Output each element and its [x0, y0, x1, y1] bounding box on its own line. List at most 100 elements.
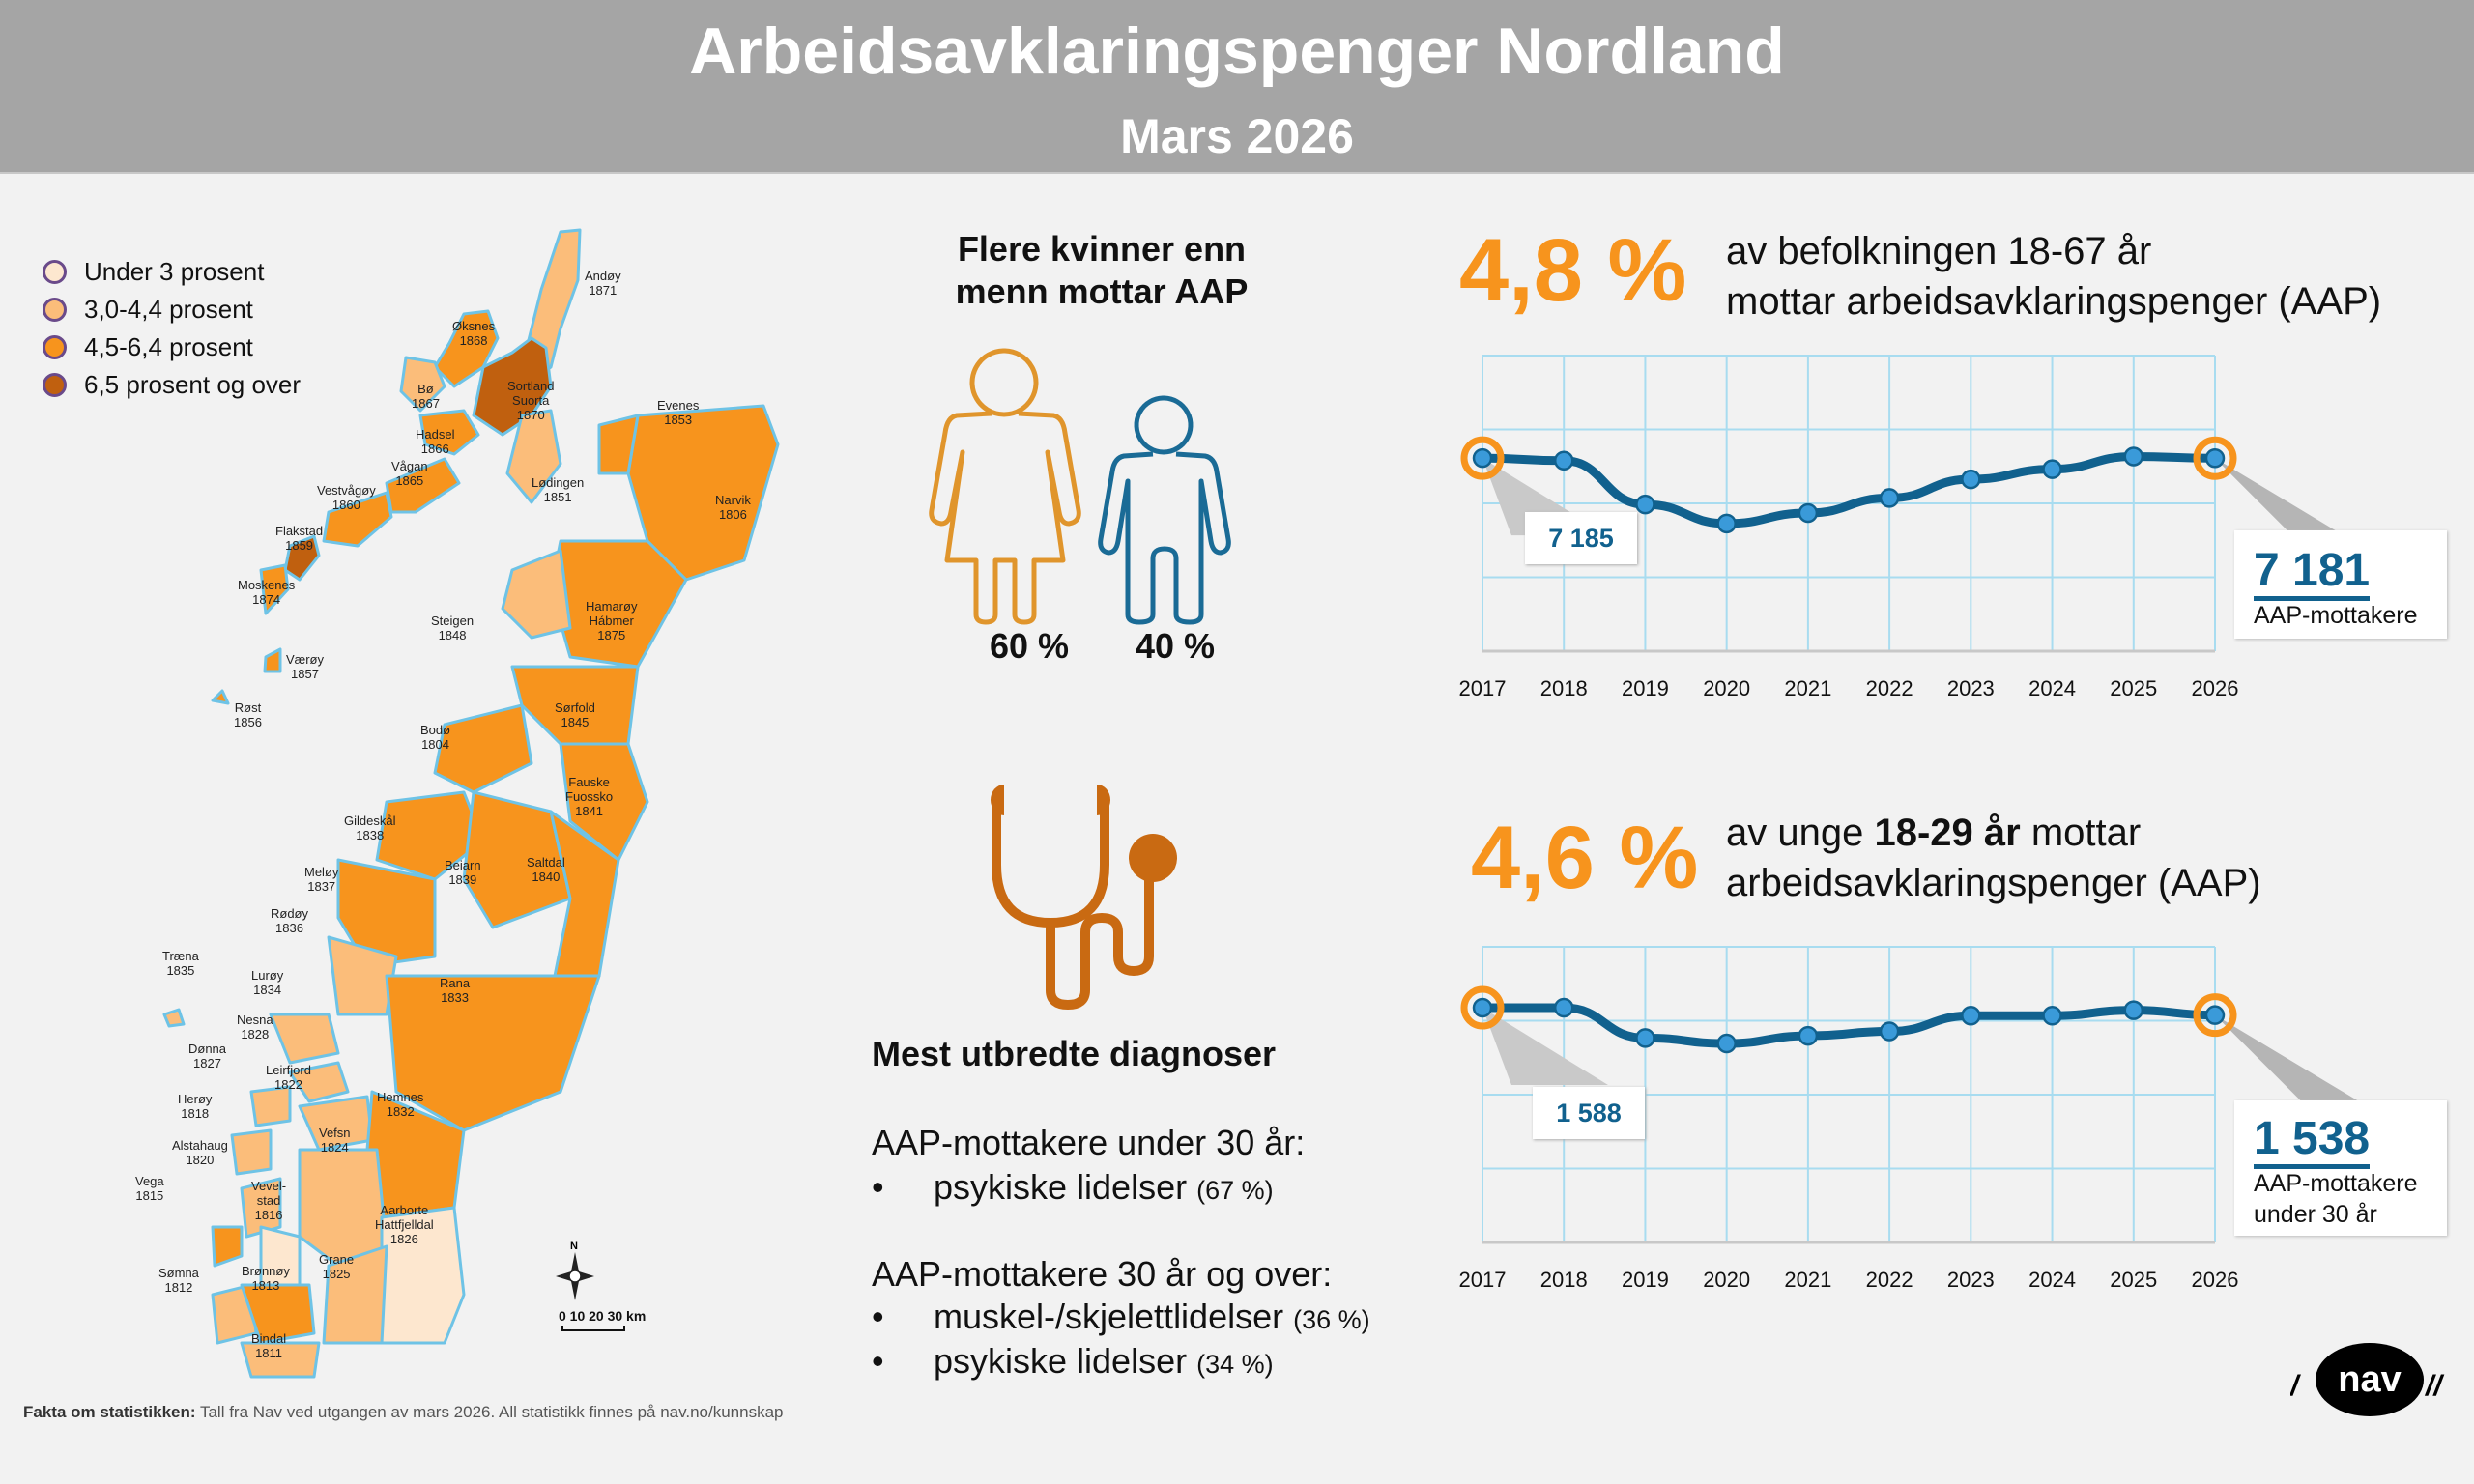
- diagnosis-item: psykiske lidelser (67 %): [934, 1167, 1274, 1207]
- chart1-start-label: 7 185: [1525, 512, 1637, 564]
- map-label: Andøy 1871: [585, 269, 621, 298]
- data-point: [1961, 1006, 1981, 1026]
- map-label: Sortland Suorta 1870: [507, 379, 555, 422]
- chart1-end-desc: AAP-mottakere: [2254, 602, 2418, 629]
- data-point: [1635, 494, 1655, 515]
- region-bo: [399, 356, 446, 413]
- chart2-start-label: 1 588: [1533, 1087, 1645, 1139]
- map-label: Øksnes 1868: [452, 319, 496, 348]
- bullet: •: [872, 1341, 884, 1381]
- region-grane: [322, 1244, 388, 1345]
- map-label: Lurøy 1834: [251, 968, 284, 997]
- data-point: [1798, 502, 1819, 524]
- region-gildeskal: [375, 790, 485, 881]
- legend-label: 6,5 prosent og over: [84, 370, 302, 399]
- legend-label: 3,0-4,4 prosent: [84, 295, 253, 324]
- x-tick-label: 2019: [1622, 1268, 1669, 1292]
- x-tick-label: 2022: [1866, 676, 1913, 700]
- region-evenes: [597, 414, 640, 475]
- x-tick-label: 2020: [1703, 676, 1750, 700]
- highlight-ring: [2193, 993, 2237, 1038]
- legend-label: Under 3 prosent: [84, 257, 265, 286]
- callout-pointer: [1482, 458, 1608, 536]
- map-label: Meløy 1837: [304, 865, 339, 894]
- stat1-text: av befolkningen 18-67 år mottar arbeidsa…: [1726, 230, 2382, 323]
- map-label: Herøy 1818: [178, 1092, 213, 1121]
- map-label: Sørfold 1845: [555, 700, 595, 729]
- nordland-map: Andøy 1871 Øksnes 1868 Bø 1867 Sortland Suo…: [135, 222, 783, 1382]
- chart2-end-desc-1: AAP-mottakere: [2254, 1170, 2418, 1197]
- map-label: Rana 1833: [440, 976, 471, 1005]
- nav-logo-mark: / nav //: [2288, 1343, 2444, 1416]
- chart2-end-value: 1 538: [2254, 1114, 2371, 1169]
- region-fauske: [559, 742, 649, 862]
- data-point: [2204, 447, 2226, 469]
- series-line: [1478, 451, 2220, 528]
- map-label: Vefsn 1824: [319, 1126, 351, 1155]
- x-tick-label: 2024: [2028, 1268, 2076, 1292]
- region-vega: [211, 1225, 244, 1268]
- region-bronnoy: [240, 1283, 316, 1345]
- region-rana: [385, 974, 601, 1132]
- map-label: Fauske Fuossko 1841: [565, 775, 614, 818]
- map-label: Vågan 1865: [391, 459, 428, 488]
- page-title: Arbeidsavklaringspenger Nordland: [689, 14, 1785, 88]
- region-narvik: [626, 404, 780, 582]
- scale-bar: [561, 1326, 625, 1331]
- data-point: [2204, 1005, 2226, 1025]
- map-label: Saltdal 1840: [527, 855, 565, 884]
- chart2-end-desc-2: under 30 år: [2254, 1201, 2377, 1228]
- series-line: [1478, 1003, 2220, 1048]
- map-label: Bø 1867: [412, 382, 440, 411]
- x-tick-label: 2026: [2192, 676, 2239, 700]
- data-point: [1961, 469, 1981, 490]
- region-bodo: [433, 703, 533, 794]
- diagnoses-group1-heading: AAP-mottakere under 30 år:: [872, 1123, 1306, 1162]
- man-icon: [1098, 395, 1231, 625]
- region-moskenes: [259, 563, 290, 615]
- compass-rose: [556, 1252, 594, 1300]
- map-label: Moskenes 1874: [238, 578, 296, 607]
- data-point: [1472, 447, 1493, 469]
- chart1-end-callout: 7 181 AAP-mottakere: [2234, 530, 2447, 639]
- data-point: [1472, 997, 1493, 1018]
- region-steigen: [501, 549, 572, 640]
- legend-item: 3,0-4,4 prosent: [43, 291, 301, 328]
- data-point: [2123, 446, 2144, 467]
- diagnoses-title: Mest utbredte diagnoser: [872, 1034, 1277, 1073]
- map-label: Gildeskål 1838: [344, 813, 396, 842]
- map-label: Bindal 1811: [251, 1331, 287, 1360]
- map-label: Rødøy 1836: [271, 906, 308, 935]
- men-percentage: 40 %: [1136, 626, 1216, 666]
- legend-swatch: [43, 260, 67, 284]
- map-label: Vevel- stad 1816: [251, 1179, 287, 1222]
- region-rost: [211, 689, 230, 705]
- x-tick-label: 2018: [1540, 1268, 1588, 1292]
- map-label: Brønnøy 1813: [242, 1264, 290, 1293]
- chart1-end-value: 7 181: [2254, 546, 2371, 601]
- bullet: •: [872, 1297, 884, 1336]
- highlight-ring: [2193, 436, 2237, 480]
- data-point: [1553, 997, 1574, 1018]
- region-vefsn: [298, 1148, 388, 1268]
- nav-logo: / nav //: [2288, 1341, 2455, 1423]
- diagnoses-group2-heading: AAP-mottakere 30 år og over:: [872, 1254, 1333, 1294]
- x-tick-label: 2021: [1784, 676, 1831, 700]
- region-bindal: [240, 1341, 321, 1379]
- map-label: Lødingen 1851: [532, 475, 585, 504]
- map-label: Alstahaug 1820: [172, 1138, 228, 1167]
- region-andoy: [525, 228, 582, 379]
- chart-aap-total: 2017 2018 2019 2020 2021 2022 2023 2024 2025 2026: [1459, 355, 2360, 700]
- data-point: [2123, 1000, 2144, 1020]
- women-percentage: 60 %: [990, 626, 1070, 666]
- data-point: [1798, 1025, 1819, 1046]
- region-rodoy: [327, 935, 398, 1016]
- compass-label: N: [570, 1241, 578, 1252]
- data-point: [2042, 459, 2062, 479]
- highlight-ring: [1460, 436, 1505, 480]
- x-tick-label: 2025: [2110, 676, 2157, 700]
- gender-title: Flere kvinner enn menn mottar AAP: [955, 229, 1249, 311]
- data-point: [2042, 1006, 2062, 1026]
- x-tick-label: 2017: [1459, 1268, 1507, 1292]
- map-legend: Under 3 prosent 3,0-4,4 prosent 4,5-6,4 …: [43, 253, 301, 404]
